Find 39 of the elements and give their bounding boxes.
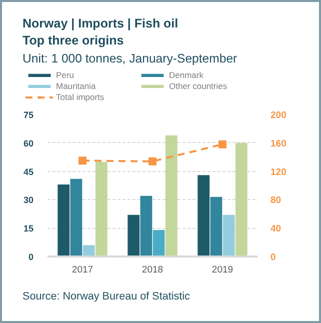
bar (210, 196, 222, 256)
bar (152, 230, 165, 256)
bar (58, 184, 70, 256)
y2-tick-label: 200 (270, 110, 286, 121)
legend-label: Peru (56, 69, 75, 80)
legend-label: Mauritania (56, 80, 97, 91)
chart-title: Norway | Imports | Fish oil (22, 16, 178, 30)
x-tick-label: 2018 (142, 264, 164, 276)
y-tick-label: 75 (23, 110, 34, 120)
point (218, 140, 226, 148)
y2-tick-label: 0 (270, 252, 276, 263)
bar (140, 196, 152, 256)
text: Unit: 1 000 tonnes, January-September (22, 52, 238, 66)
bar (198, 175, 210, 256)
y2-tick-label: 160 (270, 138, 286, 150)
y-tick-label: 0 (28, 252, 34, 262)
y-tick-label: 60 (23, 138, 34, 148)
bar (82, 245, 95, 256)
y2-tick-label: 120 (270, 166, 286, 178)
x-tick-label: 2017 (72, 264, 94, 276)
bar (128, 214, 140, 256)
legend-label: Denmark (169, 69, 204, 80)
bar (165, 135, 178, 256)
legend-label: Total imports (56, 91, 106, 102)
bar (235, 142, 248, 256)
bar (70, 178, 82, 256)
y-tick-label: 15 (23, 224, 34, 234)
bar (95, 162, 108, 256)
bar (222, 214, 235, 256)
y2-tick-label: 40 (270, 224, 282, 235)
x-tick-label: 2019 (212, 264, 234, 276)
chart-subtitle: Top three origins (22, 34, 124, 48)
source-note: Source: Norway Bureau of Statistic (22, 290, 191, 302)
legend-label: Other countries (169, 80, 228, 91)
point (78, 156, 86, 165)
point (148, 157, 156, 166)
y-tick-label: 45 (23, 166, 34, 177)
y2-tick-label: 80 (270, 195, 282, 206)
y-tick-label: 30 (23, 195, 34, 206)
